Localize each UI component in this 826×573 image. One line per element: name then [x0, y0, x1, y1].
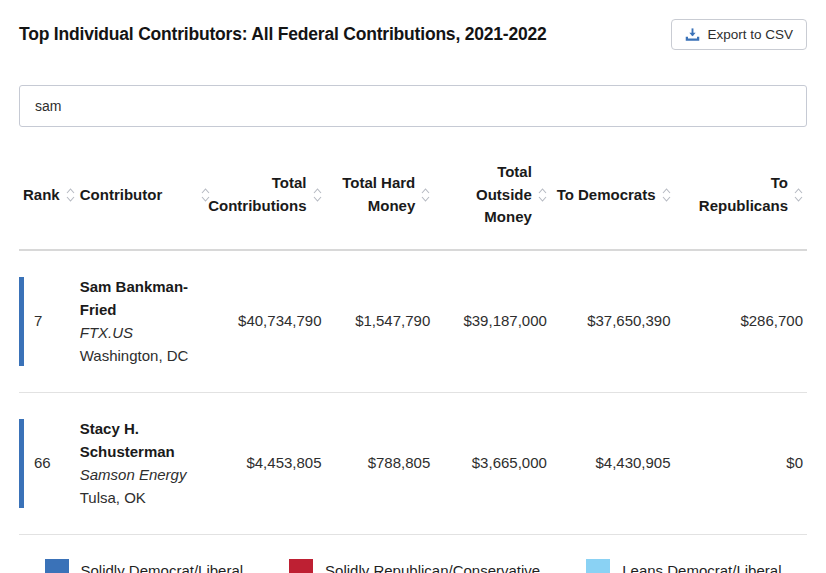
- legend-item: Solidly Democrat/Liberal: [45, 559, 244, 573]
- legend-color-swatch: [289, 559, 313, 573]
- table-header-row: RankContributorTotal ContributionsTotal …: [19, 139, 807, 250]
- legend-color-swatch: [45, 559, 69, 573]
- column-header-total-contributions[interactable]: Total Contributions: [214, 139, 326, 250]
- cell-total-outside-money: $39,187,000: [434, 250, 551, 393]
- column-header-to-republicans[interactable]: To Republicans: [675, 139, 807, 250]
- column-header-label: Rank: [23, 184, 60, 207]
- contributor-location: Tulsa, OK: [80, 486, 210, 509]
- rank-value: 7: [34, 312, 42, 329]
- table-row: 7 Sam Bankman-FriedFTX.USWashington, DC$4…: [19, 250, 807, 393]
- page-container: Top Individual Contributors: All Federal…: [0, 0, 826, 573]
- cell-rank: 7: [19, 250, 76, 393]
- contributor-name: Sam Bankman-Fried: [80, 275, 210, 322]
- sort-icon[interactable]: [662, 187, 671, 203]
- column-header-label: Total Contributions: [208, 172, 306, 217]
- legend-item: Solidly Republican/Conservative: [289, 559, 540, 573]
- cell-contributor: Stacy H. SchustermanSamson EnergyTulsa, …: [76, 392, 214, 534]
- contributor-name: Stacy H. Schusterman: [80, 417, 210, 464]
- cell-total-contributions: $40,734,790: [214, 250, 326, 393]
- cell-total-outside-money: $3,665,000: [434, 392, 551, 534]
- cell-contributor: Sam Bankman-FriedFTX.USWashington, DC: [76, 250, 214, 393]
- contributor-organization: Samson Energy: [80, 463, 210, 486]
- rank-value: 66: [34, 454, 51, 471]
- export-csv-label: Export to CSV: [707, 27, 793, 42]
- cell-to-democrats: $37,650,390: [551, 250, 675, 393]
- sort-icon[interactable]: [538, 187, 547, 203]
- cell-total-contributions: $4,453,805: [214, 392, 326, 534]
- search-input[interactable]: [19, 85, 807, 127]
- table-row: 66 Stacy H. SchustermanSamson EnergyTulsa…: [19, 392, 807, 534]
- column-header-total-hard-money[interactable]: Total Hard Money: [326, 139, 435, 250]
- page-title: Top Individual Contributors: All Federal…: [19, 24, 547, 45]
- download-icon: [685, 27, 700, 42]
- sort-icon[interactable]: [421, 187, 430, 203]
- contributor-location: Washington, DC: [80, 344, 210, 367]
- legend-item-label: Solidly Republican/Conservative: [325, 562, 540, 573]
- column-header-label: Total Hard Money: [330, 172, 416, 217]
- sort-icon[interactable]: [313, 187, 322, 203]
- column-header-total-outside-money[interactable]: Total Outside Money: [434, 139, 551, 250]
- column-header-label: To Democrats: [557, 184, 656, 207]
- column-header-rank[interactable]: Rank: [19, 139, 76, 250]
- column-header-contributor[interactable]: Contributor: [76, 139, 214, 250]
- column-header-label: To Republicans: [679, 172, 788, 217]
- party-affiliation-bar: [19, 277, 24, 366]
- top-bar: Top Individual Contributors: All Federal…: [19, 19, 807, 50]
- legend-item-label: Leans Democrat/Liberal: [622, 562, 781, 573]
- legend-item: Leans Democrat/Liberal: [586, 559, 781, 573]
- column-header-to-democrats[interactable]: To Democrats: [551, 139, 675, 250]
- column-header-label: Total Outside Money: [438, 161, 532, 229]
- contributors-table: RankContributorTotal ContributionsTotal …: [19, 139, 807, 535]
- legend-item-label: Solidly Democrat/Liberal: [81, 562, 244, 573]
- party-affiliation-bar: [19, 419, 24, 508]
- cell-to-republicans: $286,700: [675, 250, 807, 393]
- affiliation-legend: Solidly Democrat/Liberal Solidly Republi…: [19, 559, 807, 573]
- contributor-organization: FTX.US: [80, 321, 210, 344]
- table-body: 7Sam Bankman-FriedFTX.USWashington, DC$4…: [19, 250, 807, 535]
- cell-rank: 66: [19, 392, 76, 534]
- cell-to-democrats: $4,430,905: [551, 392, 675, 534]
- sort-icon[interactable]: [794, 187, 803, 203]
- column-header-label: Contributor: [80, 184, 162, 207]
- cell-total-hard-money: $788,805: [326, 392, 435, 534]
- cell-to-republicans: $0: [675, 392, 807, 534]
- sort-icon[interactable]: [66, 187, 75, 203]
- table-head: RankContributorTotal ContributionsTotal …: [19, 139, 807, 250]
- legend-color-swatch: [586, 559, 610, 573]
- cell-total-hard-money: $1,547,790: [326, 250, 435, 393]
- export-csv-button[interactable]: Export to CSV: [671, 19, 807, 50]
